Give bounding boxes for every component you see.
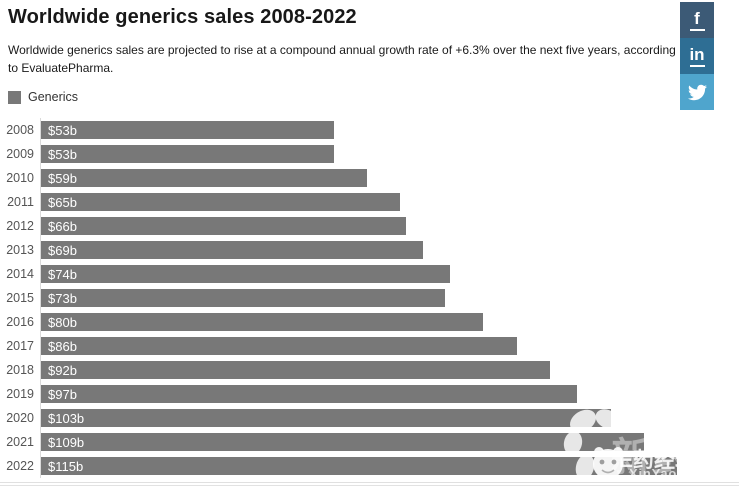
bar-value-label: $92b — [48, 362, 77, 378]
bar-2011[interactable]: $65b — [41, 193, 400, 211]
category-label: 2018 — [6, 363, 34, 377]
bar-2020[interactable]: $103b — [41, 409, 611, 427]
bar-2015[interactable]: $73b — [41, 289, 445, 307]
chart-row: 2019 $97b — [0, 382, 739, 406]
bar-value-label: $86b — [48, 338, 77, 354]
bar-value-label: $109b — [48, 434, 85, 450]
category-label: 2013 — [6, 243, 34, 257]
chart-row: 2020 $103b — [0, 406, 739, 430]
twitter-bird-icon — [687, 83, 707, 102]
bar-2014[interactable]: $74b — [41, 265, 450, 283]
bar-chart: 2008 $53b 2009 $53b 2010 $59b 2011 $65b 2012 $66b… — [0, 118, 739, 483]
bar-value-label: $59b — [48, 170, 77, 186]
bar-2012[interactable]: $66b — [41, 217, 406, 235]
chart-row: 2016 $80b — [0, 310, 739, 334]
legend-swatch — [8, 90, 21, 104]
linkedin-share-button[interactable]: in — [680, 38, 714, 74]
chart-row: 2012 $66b — [0, 214, 739, 238]
bar-2018[interactable]: $92b — [41, 361, 550, 379]
chart-row: 2014 $74b — [0, 262, 739, 286]
chart-row: 2013 $69b — [0, 238, 739, 262]
legend-label: Generics — [28, 90, 79, 104]
chart-row: 2008 $53b — [0, 118, 739, 142]
bar-value-label: $65b — [48, 194, 77, 210]
category-label: 2011 — [7, 195, 34, 209]
category-label: 2020 — [6, 411, 34, 425]
chart-row: 2010 $59b — [0, 166, 739, 190]
bar-2022[interactable]: $115b — [41, 457, 677, 475]
legend-item-generics[interactable]: Generics — [8, 90, 78, 104]
bar-value-label: $74b — [48, 266, 77, 282]
category-label: 2009 — [6, 147, 34, 161]
chart-row: 2021 $109b — [0, 430, 739, 454]
category-label: 2016 — [6, 315, 34, 329]
chart-row: 2015 $73b — [0, 286, 739, 310]
bar-2010[interactable]: $59b — [41, 169, 367, 187]
bar-value-label: $97b — [48, 386, 77, 402]
bar-value-label: $66b — [48, 218, 77, 234]
share-toolbar: f in — [680, 2, 714, 110]
twitter-share-button[interactable] — [680, 74, 714, 110]
category-label: 2019 — [6, 387, 34, 401]
bar-2016[interactable]: $80b — [41, 313, 483, 331]
bar-2019[interactable]: $97b — [41, 385, 577, 403]
chart-row: 2009 $53b — [0, 142, 739, 166]
facebook-f-icon: f — [694, 8, 700, 28]
category-label: 2017 — [6, 339, 34, 353]
bar-value-label: $53b — [48, 146, 77, 162]
category-label: 2012 — [6, 219, 34, 233]
page-title: Worldwide generics sales 2008-2022 — [8, 6, 357, 28]
bar-value-label: $80b — [48, 314, 77, 330]
bar-2013[interactable]: $69b — [41, 241, 423, 259]
bar-2021[interactable]: $109b — [41, 433, 644, 451]
category-label: 2015 — [6, 291, 34, 305]
y-axis-line — [40, 118, 41, 478]
category-label: 2022 — [6, 459, 34, 473]
bar-2008[interactable]: $53b — [41, 121, 334, 139]
chart-row: 2017 $86b — [0, 334, 739, 358]
facebook-underline — [689, 28, 705, 31]
chart-row: 2018 $92b — [0, 358, 739, 382]
bar-value-label: $69b — [48, 242, 77, 258]
category-label: 2021 — [6, 435, 34, 449]
bar-2009[interactable]: $53b — [41, 145, 334, 163]
facebook-share-button[interactable]: f — [680, 2, 714, 38]
chart-subtitle: Worldwide generics sales are projected t… — [8, 43, 676, 75]
chart-row: 2011 $65b — [0, 190, 739, 214]
category-label: 2014 — [6, 267, 34, 281]
linkedin-in-icon: in — [689, 44, 705, 64]
bar-value-label: $115b — [48, 458, 84, 474]
bar-value-label: $73b — [48, 290, 77, 306]
category-label: 2008 — [6, 123, 34, 137]
bar-2017[interactable]: $86b — [41, 337, 517, 355]
category-label: 2010 — [6, 171, 34, 185]
chart-row: 2022 $115b — [0, 454, 739, 478]
linkedin-underline — [689, 64, 705, 67]
bar-value-label: $53b — [48, 122, 77, 138]
bar-value-label: $103b — [48, 410, 85, 426]
